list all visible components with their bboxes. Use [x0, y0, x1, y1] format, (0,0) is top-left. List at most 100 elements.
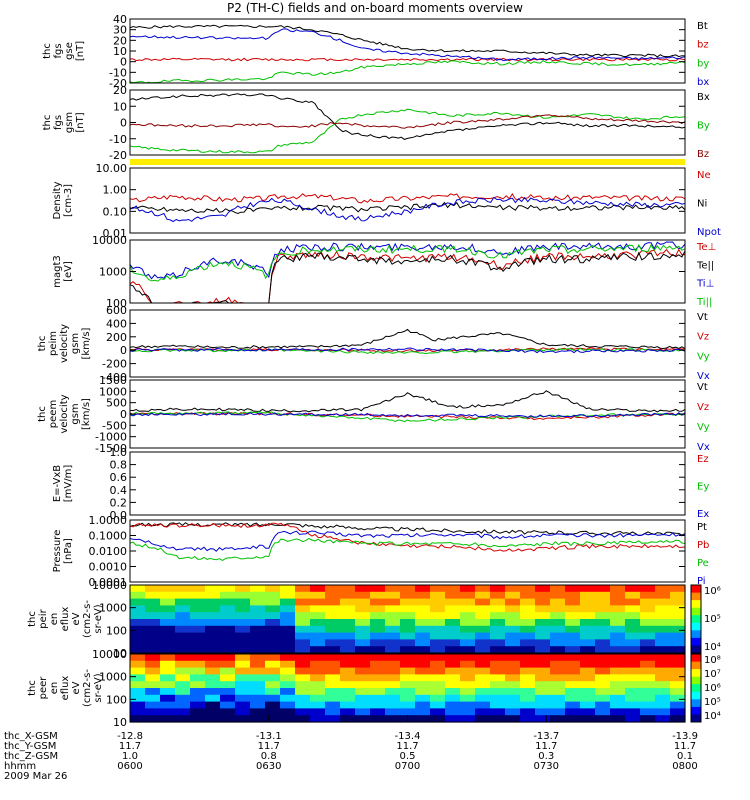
spectrogram-cell — [310, 688, 326, 696]
spectrogram-cell — [490, 591, 506, 600]
spectrogram-cell — [640, 598, 656, 606]
y-axis-label: thc — [27, 680, 38, 696]
spectrogram-cell — [475, 619, 491, 627]
spectrogram-cell — [130, 646, 146, 654]
spectrogram-cell — [565, 632, 581, 640]
spectrogram-cell — [595, 639, 611, 647]
spectrogram-cell — [370, 660, 386, 669]
spectrogram-cell — [325, 639, 341, 647]
spectrogram-cell — [340, 715, 356, 723]
spectrogram-cell — [565, 591, 581, 600]
spectrogram-cell — [175, 701, 191, 709]
series-line-ti — [129, 241, 686, 280]
series-line-te — [129, 248, 686, 304]
spectrogram-cell — [265, 715, 281, 723]
spectrogram-cell — [385, 612, 401, 620]
series-line-vt — [129, 328, 686, 350]
spectrogram-cell — [370, 646, 386, 654]
spectrogram-cell — [235, 591, 251, 600]
spectrogram-cell — [610, 612, 626, 620]
spectrogram-cell — [415, 708, 431, 716]
spectrogram-cell — [250, 625, 266, 634]
spectrogram-cell — [265, 632, 281, 640]
y-axis-label: en — [49, 682, 60, 695]
y-axis-label: gsm — [70, 333, 81, 354]
spectrogram-cell — [520, 598, 536, 606]
spectrogram-cell — [505, 632, 521, 640]
spectrogram-cell — [550, 681, 566, 689]
spectrogram-cell — [370, 639, 386, 647]
spectrogram-cell — [400, 688, 416, 696]
spectrogram-cell — [595, 646, 611, 654]
spectrogram-cell — [610, 619, 626, 627]
spectrogram-cell — [340, 632, 356, 640]
spectrogram-cell — [505, 654, 521, 662]
spectrogram-cell — [355, 598, 371, 606]
spectrogram-cell — [145, 646, 161, 654]
footer-row-value: -13.4 — [395, 731, 421, 742]
spectrogram-cell — [370, 694, 386, 703]
spectrogram-cell — [265, 605, 281, 613]
spectrogram-cell — [445, 674, 461, 682]
spectrogram-cell — [610, 625, 626, 634]
spectrogram-cell — [415, 612, 431, 620]
footer-row-value: 0.5 — [400, 751, 416, 762]
spectrogram-cell — [640, 585, 656, 593]
spectrogram-cell — [655, 605, 671, 613]
spectrogram-cell — [505, 591, 521, 600]
spectrogram-cell — [625, 667, 641, 675]
spectrogram-cell — [595, 674, 611, 682]
spectrogram-cell — [610, 639, 626, 647]
spectrogram-cell — [175, 688, 191, 696]
spectrogram-cell — [475, 694, 491, 703]
spectrogram-cell — [490, 632, 506, 640]
spectrogram-cell — [475, 654, 491, 662]
y-tick-label: 1000 — [99, 266, 127, 279]
legend-entry-vz: Vz — [697, 332, 709, 343]
spectrogram-cell — [400, 612, 416, 620]
series-line-by — [129, 59, 686, 84]
spectrogram-cell — [295, 639, 311, 647]
spectrogram-cell — [475, 715, 491, 723]
spectrogram-cell — [265, 646, 281, 654]
spectrogram-cell — [385, 646, 401, 654]
spectrogram-cell — [205, 598, 221, 606]
spectrogram-cell — [445, 667, 461, 675]
spectrogram-cell — [430, 625, 446, 634]
spectrogram-cell — [415, 715, 431, 723]
series-line-vz — [129, 411, 686, 421]
spectrogram-cell — [550, 667, 566, 675]
colorbar-tick-label: 10⁴ — [704, 711, 721, 722]
spectrogram-cell — [280, 632, 296, 640]
spectrogram-cell — [145, 715, 161, 723]
spectrogram-cell — [415, 619, 431, 627]
spectrogram-cell — [325, 619, 341, 627]
y-tick-label: 200 — [106, 331, 127, 344]
spectrogram-cell — [655, 715, 671, 723]
spectrogram-cell — [190, 660, 206, 669]
spectrogram-cell — [670, 654, 686, 662]
spectrogram-cell — [355, 701, 371, 709]
footer-row-label: thc_Y-GSM — [4, 741, 56, 752]
spectrogram-cell — [610, 591, 626, 600]
spectrogram-cell — [490, 674, 506, 682]
spectrogram-cell — [535, 688, 551, 696]
spectrogram-cell — [445, 654, 461, 662]
y-axis-label: velocity — [59, 324, 70, 363]
spectrogram-cell — [340, 674, 356, 682]
y-tick-label: 10 — [113, 647, 127, 660]
spectrogram-cell — [610, 585, 626, 593]
spectrogram-cell — [520, 674, 536, 682]
series-line-vx — [129, 347, 686, 354]
spectrogram-cell — [295, 632, 311, 640]
y-axis-label: thc — [37, 406, 48, 422]
spectrogram-cell — [655, 654, 671, 662]
spectrogram-cell — [670, 605, 686, 613]
colorbar-tick-label: 10⁶ — [704, 683, 721, 694]
spectrogram-cell — [520, 632, 536, 640]
spectrogram-cell — [325, 701, 341, 709]
spectrogram-cell — [280, 667, 296, 675]
y-tick-label: 100 — [106, 693, 127, 706]
chart-title: P2 (TH-C) fields and on-board moments ov… — [227, 1, 523, 15]
spectrogram-cell — [670, 619, 686, 627]
